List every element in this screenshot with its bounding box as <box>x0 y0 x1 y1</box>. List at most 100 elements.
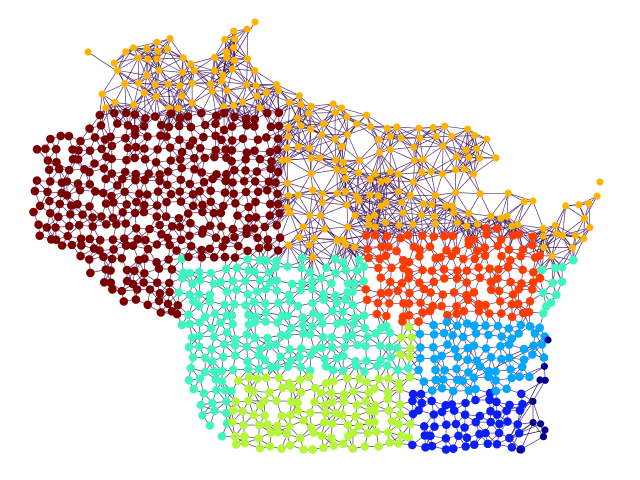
graph-node-northwest <box>255 154 265 164</box>
graph-node-north <box>371 211 379 219</box>
graph-edge <box>222 47 234 76</box>
graph-node-northeast <box>426 288 435 297</box>
graph-node-north <box>230 56 239 64</box>
graph-node-northwest <box>122 108 131 118</box>
graph-node-north <box>476 190 484 198</box>
graph-edge <box>468 135 476 158</box>
graph-node-northwest <box>140 200 149 210</box>
graph-edge <box>380 205 400 226</box>
graph-node-northwest <box>242 148 252 157</box>
graph-edge <box>214 60 235 72</box>
graph-edge <box>374 212 404 216</box>
graph-edge <box>312 189 321 216</box>
graph-edge <box>287 157 312 161</box>
graph-node-northeast <box>469 288 479 297</box>
graph-node-northwest <box>254 243 264 253</box>
graph-node-southwest <box>360 323 370 333</box>
graph-node-northwest <box>42 223 52 232</box>
graph-node-northwest <box>86 268 95 278</box>
graph-node-north <box>551 221 559 229</box>
graph-node-northwest <box>205 244 215 253</box>
graph-edge <box>490 192 509 217</box>
graph-edge <box>400 138 415 161</box>
graph-node-southwest <box>359 262 369 272</box>
graph-edge <box>379 152 391 172</box>
graph-edge <box>506 193 509 217</box>
graph-node-north <box>309 253 317 261</box>
graph-node-northwest <box>152 278 162 288</box>
graph-node-northwest <box>183 209 193 218</box>
graph-node-northeast <box>442 246 451 255</box>
graph-node-northeast <box>514 230 523 239</box>
graph-edge <box>138 57 160 71</box>
graph-node-northwest <box>161 212 171 221</box>
graph-node-northwest <box>63 231 72 241</box>
graph-node-northeast <box>516 251 525 261</box>
graph-edge <box>346 204 375 216</box>
graph-node-southwest <box>322 263 331 273</box>
graph-node-northwest <box>186 241 196 251</box>
graph-node-northwest <box>273 189 282 199</box>
graph-node-northwest <box>250 146 259 155</box>
graph-edge <box>264 212 291 228</box>
graph-edge <box>155 96 162 126</box>
graph-node-northwest <box>190 165 199 174</box>
graph-node-northwest <box>218 242 227 251</box>
graph-node-north <box>351 211 359 219</box>
graph-node-southwest <box>232 263 242 273</box>
graph-edge <box>398 172 423 175</box>
graph-edge <box>442 145 456 171</box>
graph-node-northwest <box>75 185 85 195</box>
graph-edge <box>234 38 248 60</box>
graph-node-north <box>154 47 162 55</box>
graph-node-southwest <box>250 267 259 277</box>
graph-edge <box>146 48 160 71</box>
graph-node-north <box>309 186 317 194</box>
graph-node-northwest <box>130 110 140 119</box>
graph-edge <box>259 107 280 127</box>
graph-node-northwest <box>56 131 65 141</box>
graph-node-northwest <box>34 220 43 229</box>
graph-node-northeast <box>481 300 490 310</box>
graph-node-northwest <box>141 113 150 123</box>
graph-edge <box>256 95 280 113</box>
graph-edge <box>146 75 157 97</box>
graph-node-north <box>338 142 346 151</box>
graph-edge <box>347 226 368 250</box>
graph-node-north <box>253 92 261 100</box>
graph-node-southwest <box>250 317 260 327</box>
graph-node-north <box>166 35 174 43</box>
graph-node-north <box>321 225 329 233</box>
graph-node-north <box>431 220 439 228</box>
graph-node-northwest <box>163 180 172 190</box>
graph-node-north <box>188 79 196 87</box>
graph-edge <box>519 365 545 378</box>
graph-node-north <box>520 198 528 206</box>
graph-node-northwest <box>35 201 45 211</box>
graph-node-southwest <box>296 285 306 295</box>
graph-edge <box>158 70 181 86</box>
graph-edge <box>310 173 323 194</box>
graph-edge <box>370 126 397 128</box>
graph-node-northwest <box>228 178 237 187</box>
graph-edge <box>468 193 481 214</box>
graph-node-north <box>419 155 427 164</box>
graph-node-north <box>163 45 172 53</box>
graph-node-northeast <box>429 232 439 241</box>
graph-node-northwest <box>244 202 253 212</box>
graph-node-northwest <box>205 221 215 230</box>
graph-node-north <box>294 191 302 199</box>
graph-node-northwest <box>166 189 176 199</box>
graph-node-northwest <box>263 108 272 118</box>
graph-edge <box>443 206 447 237</box>
graph-node-north <box>371 223 379 231</box>
graph-node-northeast <box>418 308 427 317</box>
graph-edge <box>345 160 360 179</box>
graph-edge <box>356 123 380 140</box>
graph-node-northwest <box>253 135 263 144</box>
graph-edge <box>336 146 343 170</box>
graph-node-north <box>284 192 293 200</box>
graph-node-north <box>333 166 341 174</box>
graph-node-northwest <box>211 145 220 155</box>
